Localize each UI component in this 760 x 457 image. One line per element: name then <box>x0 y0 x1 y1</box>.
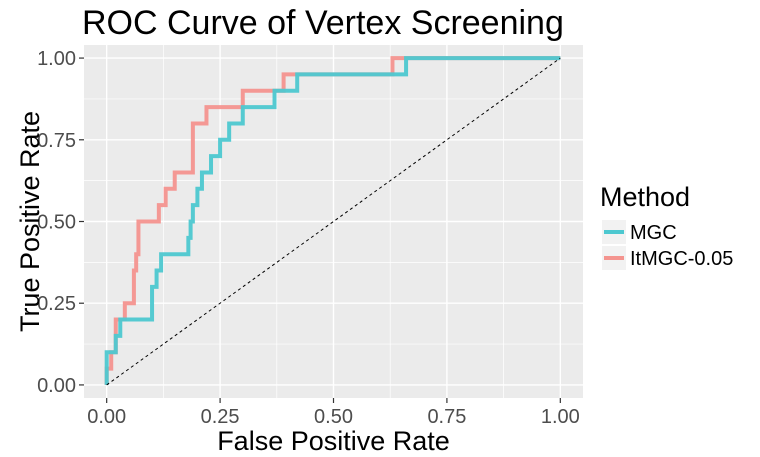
y-tick-label: 0.25 <box>37 293 76 315</box>
y-axis-title: True Positive Rate <box>15 111 45 332</box>
series-layer <box>104 56 561 386</box>
axes: 0.00 0.25 0.50 0.75 1.00 0.00 0.25 0.50 0.75 1.00 <box>37 48 580 428</box>
grid-lines <box>84 45 583 398</box>
y-tick-label: 0.00 <box>37 375 76 397</box>
legend-label: ItMGC-0.05 <box>630 248 733 270</box>
x-tick-label: 1.00 <box>541 406 580 428</box>
x-tick-label: 0.25 <box>201 406 240 428</box>
y-tick-label: 0.75 <box>37 130 76 152</box>
x-tick-label: 0.00 <box>87 406 126 428</box>
x-axis-title: False Positive Rate <box>217 426 450 456</box>
legend: Method MGC ItMGC-0.05 <box>600 182 733 270</box>
plot-panel <box>84 45 583 398</box>
y-tick-label: 0.50 <box>37 212 76 234</box>
legend-title: Method <box>600 182 690 212</box>
x-tick-label: 0.75 <box>427 406 466 428</box>
series-line-mgc <box>104 56 561 385</box>
chart-title: ROC Curve of Vertex Screening <box>82 4 564 42</box>
x-tick-label: 0.50 <box>314 406 353 428</box>
legend-label: MGC <box>630 222 677 244</box>
y-tick-label: 1.00 <box>37 48 76 70</box>
